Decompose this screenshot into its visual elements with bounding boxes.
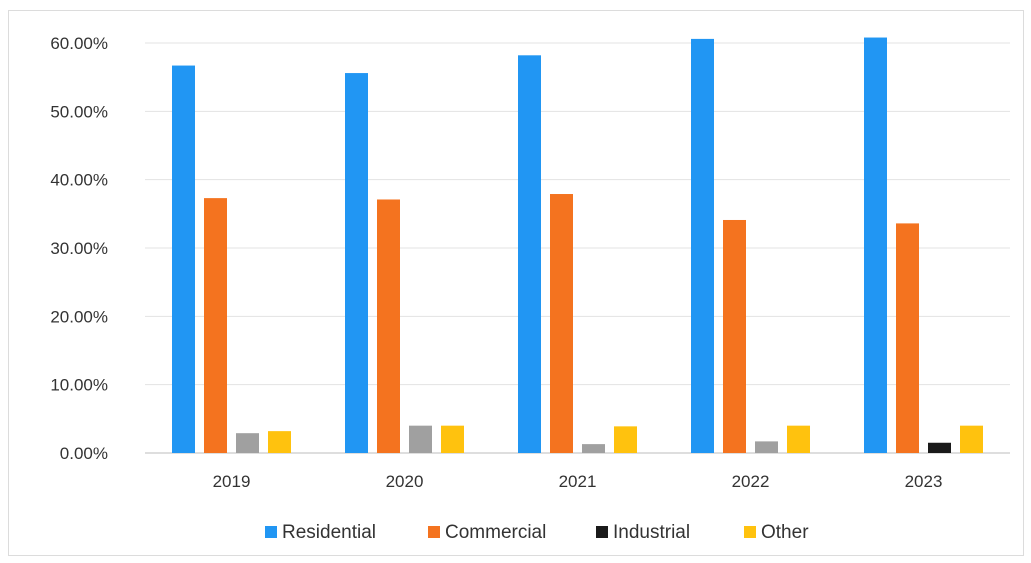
y-tick-label: 50.00% [50, 102, 108, 121]
legend-swatch-commercial [428, 526, 440, 538]
bar-industrial-2019 [236, 433, 259, 453]
legend-label-industrial: Industrial [613, 522, 690, 543]
legend-label-other: Other [761, 522, 809, 543]
x-tick-label: 2022 [732, 472, 770, 491]
y-tick-label: 10.00% [50, 376, 108, 395]
bar-commercial-2020 [377, 199, 400, 453]
x-tick-label: 2020 [386, 472, 424, 491]
y-tick-label: 60.00% [50, 34, 108, 53]
y-tick-label: 30.00% [50, 239, 108, 258]
bar-residential-2021 [518, 55, 541, 454]
bar-commercial-2019 [204, 198, 227, 453]
y-tick-label: 40.00% [50, 171, 108, 190]
bar-commercial-2023 [896, 223, 919, 453]
x-tick-label: 2023 [905, 472, 943, 491]
bar-industrial-2023 [928, 442, 951, 453]
bar-other-2019 [268, 431, 291, 453]
y-tick-label: 20.00% [50, 307, 108, 326]
y-tick-label: 0.00% [60, 444, 108, 463]
legend-swatch-residential [265, 526, 277, 538]
bar-industrial-2021 [582, 444, 605, 453]
bar-other-2020 [441, 425, 464, 453]
legend-swatch-industrial [596, 526, 608, 538]
bar-other-2022 [787, 425, 810, 453]
x-tick-label: 2019 [213, 472, 251, 491]
bar-residential-2022 [691, 38, 714, 454]
bar-residential-2023 [864, 37, 887, 454]
bar-residential-2020 [345, 73, 368, 454]
bar-industrial-2020 [409, 425, 432, 453]
bar-commercial-2022 [723, 219, 746, 453]
bar-other-2021 [614, 426, 637, 453]
x-tick-label: 2021 [559, 472, 597, 491]
bar-commercial-2021 [550, 194, 573, 453]
chart-frame [8, 10, 1024, 556]
bar-industrial-2022 [755, 441, 778, 453]
legend-swatch-other [744, 526, 756, 538]
legend-label-residential: Residential [282, 522, 376, 543]
legend-label-commercial: Commercial [445, 522, 546, 543]
bar-residential-2019 [172, 65, 195, 454]
bar-other-2023 [960, 425, 983, 453]
